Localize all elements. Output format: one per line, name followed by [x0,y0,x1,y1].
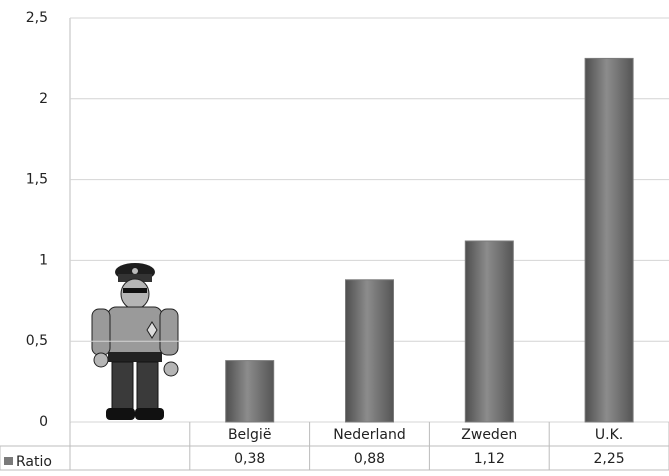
y-tick-label: 1 [39,252,48,268]
bar [584,57,634,423]
data-label: 0,38 [234,451,265,467]
bar [345,279,394,423]
y-tick-label: 1,5 [26,172,48,188]
police-illustration [91,263,179,420]
bar [464,240,514,423]
data-label: 1,12 [474,451,505,467]
legend-label: Ratio [16,454,52,470]
y-tick-label: 0,5 [26,333,48,349]
x-tick-label: Nederland [333,427,406,443]
data-table: Ratio [0,445,669,471]
x-tick-label: U.K. [595,427,623,443]
data-label: 2,25 [594,451,625,467]
y-tick-label: 2,5 [26,10,48,26]
y-tick-label: 2 [39,91,48,107]
x-tick-label: België [228,427,272,443]
y-tick-label: 0 [39,414,48,430]
x-tick-label: Zweden [461,427,517,443]
bar [225,360,275,423]
legend-swatch [4,457,13,465]
data-label: 0,88 [354,451,385,467]
